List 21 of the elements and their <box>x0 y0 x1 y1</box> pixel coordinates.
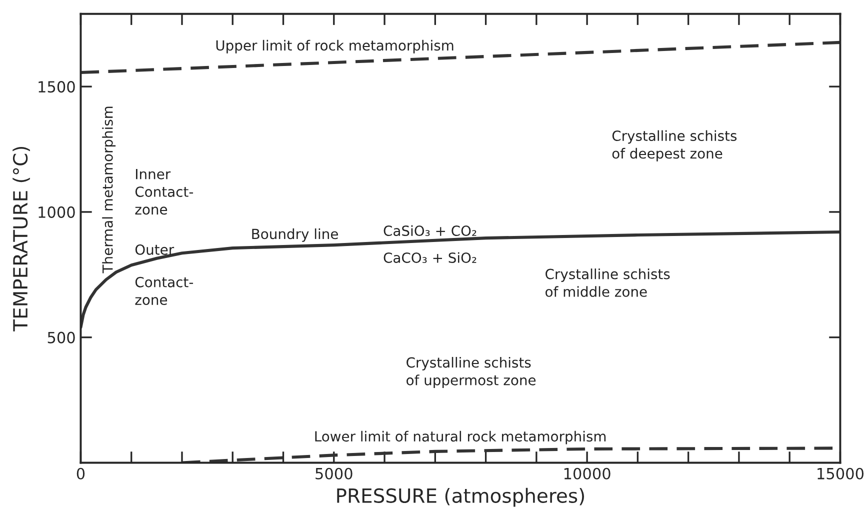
x-tick-label: 15000 <box>818 468 864 480</box>
x-tick-label: 5000 <box>316 468 352 480</box>
annotation: Crystalline schists of middle zone <box>546 268 670 297</box>
y-axis-title: TEMPERATURE (°C) <box>12 146 30 332</box>
annotation: Crystalline schists of uppermost zone <box>406 356 536 388</box>
x-tick-label: 0 <box>76 468 85 480</box>
annotation: Crystalline schists of deepest zone <box>612 130 737 162</box>
y-tick-label: 1000 <box>38 206 75 218</box>
annotation: CaSiO₃ + CO₂ <box>384 225 476 236</box>
x-axis-title: PRESSURE (atmospheres) <box>337 488 584 507</box>
annotation: Inner Contact- zone <box>135 168 194 215</box>
annotation: Boundry line <box>252 228 338 242</box>
annotation: Upper limit of rock metamorphism <box>216 40 454 54</box>
y-tick-label: 500 <box>48 332 75 344</box>
y-tick-label: 1500 <box>38 81 75 93</box>
annotation: Lower limit of natural rock metamorphism <box>315 430 606 444</box>
annotation: Outer <box>135 244 174 255</box>
annotation: CaCO₃ + SiO₂ <box>384 252 476 263</box>
x-tick-label: 10000 <box>564 468 610 480</box>
annotation: Thermal metamorphism <box>102 106 116 274</box>
annotation: Contact- zone <box>135 276 194 306</box>
